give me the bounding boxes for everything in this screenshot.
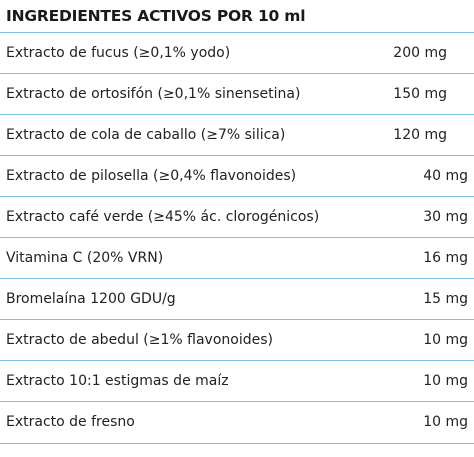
ingredient-name: Extracto de abedul (≥1% flavonoides) (6, 332, 273, 348)
ingredient-name: Extracto de fucus (≥0,1% yodo) (6, 45, 231, 61)
ingredient-amount: 150 mg (393, 86, 447, 102)
ingredient-amount: 10 mg (423, 414, 468, 430)
table-row: Extracto de fucus (≥0,1% yodo) 200 mg (0, 32, 474, 73)
table-row: Extracto de abedul (≥1% flavonoides) 10 … (0, 319, 474, 360)
ingredient-name: Extracto de cola de caballo (≥7% silica) (6, 127, 286, 143)
ingredients-table: Extracto de fucus (≥0,1% yodo) 200 mg Ex… (0, 32, 474, 444)
ingredient-amount: 15 mg (423, 291, 468, 307)
ingredient-amount: 40 mg (423, 168, 468, 184)
ingredient-name: Vitamina C (20% VRN) (6, 250, 164, 266)
ingredient-name: Bromelaína 1200 GDU/g (6, 291, 176, 307)
ingredient-name: Extracto 10:1 estigmas de maíz (6, 373, 229, 389)
table-row: Extracto café verde (≥45% ác. clorogénic… (0, 196, 474, 237)
table-title: INGREDIENTES ACTIVOS POR 10 ml (6, 7, 306, 25)
ingredient-amount: 120 mg (393, 127, 447, 143)
table-row: Bromelaína 1200 GDU/g 15 mg (0, 278, 474, 319)
ingredient-amount: 16 mg (423, 250, 468, 266)
table-row: Extracto de fresno 10 mg (0, 401, 474, 444)
table-row: Vitamina C (20% VRN) 16 mg (0, 237, 474, 278)
ingredient-amount: 200 mg (393, 45, 447, 61)
ingredient-amount: 10 mg (423, 373, 468, 389)
table-row: Extracto de ortosifón (≥0,1% sinensetina… (0, 73, 474, 114)
table-row: Extracto 10:1 estigmas de maíz 10 mg (0, 360, 474, 401)
ingredient-name: Extracto de ortosifón (≥0,1% sinensetina… (6, 86, 301, 102)
table-row: Extracto de pilosella (≥0,4% flavonoides… (0, 155, 474, 196)
ingredient-amount: 10 mg (423, 332, 468, 348)
ingredient-amount: 30 mg (423, 209, 468, 225)
table-row: Extracto de cola de caballo (≥7% silica)… (0, 114, 474, 155)
ingredient-name: Extracto de fresno (6, 414, 135, 430)
ingredient-name: Extracto café verde (≥45% ác. clorogénic… (6, 209, 320, 225)
ingredient-name: Extracto de pilosella (≥0,4% flavonoides… (6, 168, 297, 184)
